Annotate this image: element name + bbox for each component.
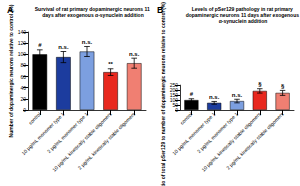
svg-text:140: 140 [18,29,27,35]
svg-text:n.s.: n.s. [82,39,93,45]
svg-text:n.s.: n.s. [232,92,243,98]
svg-text:control: control [179,111,194,126]
svg-text:100: 100 [18,51,27,57]
svg-text:2 µg/mL monomer type 1: 2 µg/mL monomer type 1 [196,111,240,155]
svg-text:n.s.: n.s. [58,44,69,50]
svg-text:#: # [190,91,194,97]
svg-text:2 µg/mL monomer type 1: 2 µg/mL monomer type 1 [46,111,90,155]
svg-text:§: § [258,81,262,87]
svg-text:0: 0 [175,107,178,113]
svg-text:20: 20 [20,96,26,102]
svg-text:B: B [157,5,164,15]
svg-text:#: # [38,42,42,48]
svg-text:10 µg/mL monomer type 1: 10 µg/mL monomer type 1 [20,111,65,156]
svg-text:2 µg/mL kinetically stable oli: 2 µg/mL kinetically stable oligomers [225,111,285,171]
svg-text:days after exogenous α-synucle: days after exogenous α-synuclein additio… [42,12,143,18]
svg-text:150: 150 [169,92,178,99]
svg-text:n.s.: n.s. [129,51,140,57]
svg-text:250: 250 [170,82,179,88]
svg-text:control: control [27,111,42,126]
svg-text:Number of dopaminergic neurons: Number of dopaminergic neurons relative … [8,4,14,137]
svg-text:§: § [281,83,285,89]
svg-text:120: 120 [18,40,27,46]
svg-text:100: 100 [169,97,178,104]
svg-text:200: 200 [169,87,178,94]
svg-text:2 µg/mL kinetically stable oli: 2 µg/mL kinetically stable oligomers [76,111,136,171]
svg-text:10 µg/mL monomer type 1: 10 µg/mL monomer type 1 [171,111,216,156]
svg-text:Ratio of total pSer129 to numb: Ratio of total pSer129 to number of dopa… [160,2,166,186]
svg-text:50: 50 [172,102,178,108]
svg-text:40: 40 [20,85,26,91]
svg-text:10 µg/mL kinetically stable ol: 10 µg/mL kinetically stable oligomers [50,110,113,173]
svg-text:α-synuclein addition: α-synuclein addition [219,18,268,24]
svg-text:0: 0 [23,107,26,113]
svg-text:Survival of rat primary dopami: Survival of rat primary dopaminergic neu… [34,6,152,12]
svg-text:60: 60 [20,74,26,80]
svg-text:**: ** [108,61,113,67]
svg-text:80: 80 [20,62,26,68]
svg-text:10 µg/mL kinetically stable ol: 10 µg/mL kinetically stable oligomers [200,110,262,173]
svg-text:A: A [7,5,14,15]
svg-text:n.s.: n.s. [209,94,220,100]
svg-text:Levels of pSer129 pathology in: Levels of pSer129 pathology in rat prima… [191,6,295,12]
